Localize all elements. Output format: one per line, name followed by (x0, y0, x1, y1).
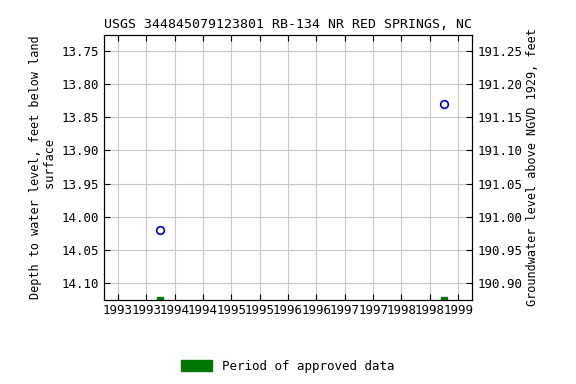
Title: USGS 344845079123801 RB-134 NR RED SPRINGS, NC: USGS 344845079123801 RB-134 NR RED SPRIN… (104, 18, 472, 31)
Y-axis label: Groundwater level above NGVD 1929, feet: Groundwater level above NGVD 1929, feet (526, 28, 539, 306)
Legend: Period of approved data: Period of approved data (176, 355, 400, 378)
Y-axis label: Depth to water level, feet below land
 surface: Depth to water level, feet below land su… (29, 35, 57, 299)
